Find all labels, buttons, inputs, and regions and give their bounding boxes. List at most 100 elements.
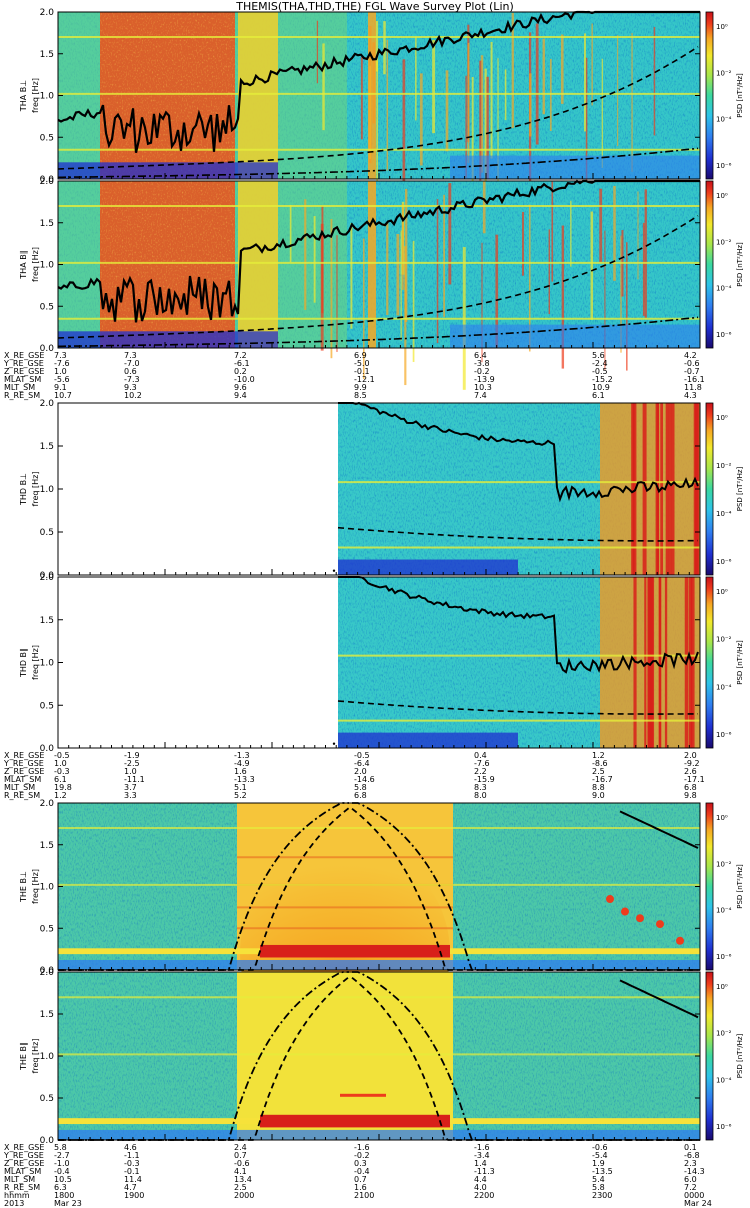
colorbar-tick-label: 10⁻⁴	[716, 907, 732, 915]
axis-ylabel: freq [Hz]	[31, 1039, 40, 1074]
spectral-line	[340, 1093, 386, 1097]
wave-burst	[548, 229, 550, 315]
ephemeris-value: -5.4	[592, 1151, 608, 1160]
ephemeris-label: MLT_SM	[4, 783, 36, 792]
wave-burst	[599, 188, 603, 263]
colorbar-tick-label: 10⁻²	[716, 636, 732, 644]
ephemeris-value: -1.6	[354, 1143, 370, 1152]
panel-id-label: THE B⊥	[19, 871, 28, 903]
ephemeris-value: 9.4	[234, 391, 247, 400]
axis-ylabel: freq [Hz]	[31, 645, 40, 680]
wave-burst	[644, 577, 647, 748]
wave-burst	[664, 577, 668, 748]
y-tick-label: 0.0	[40, 1136, 55, 1146]
colorbar	[705, 11, 714, 180]
ephemeris-value: 6.4	[474, 351, 487, 360]
ephemeris-value: -17.1	[684, 775, 705, 784]
wave-burst	[631, 32, 633, 172]
ephemeris-value: -5.6	[54, 375, 70, 384]
ephemeris-value: 0.4	[474, 751, 487, 760]
ephemeris-value: 9.6	[234, 383, 247, 392]
panel-id-label: THA B∥	[19, 250, 28, 279]
colorbar-label: PSD [nT²/Hz]	[736, 242, 744, 287]
ephemeris-value: 9.0	[592, 791, 605, 800]
ephemeris-value: -0.2	[474, 367, 490, 376]
y-tick-label: 2.0	[40, 8, 55, 18]
ephemeris-value: Mar 23	[54, 1199, 82, 1208]
ephemeris-value: -6.1	[234, 359, 250, 368]
y-tick-label: 0.0	[40, 175, 55, 185]
ephemeris-value: 6.8	[354, 791, 367, 800]
ephemeris-value: 1.6	[234, 767, 247, 776]
wave-burst	[693, 403, 696, 575]
ephemeris-value: 0.7	[354, 1175, 367, 1184]
ephemeris-value: -13.9	[474, 375, 495, 384]
colorbar-tick-label: 10⁰	[716, 983, 728, 991]
ephemeris-value: -2.5	[124, 759, 140, 768]
ephemeris-value: 0.7	[234, 1151, 247, 1160]
ephemeris-value: 9.3	[124, 383, 137, 392]
y-tick-label: 1.0	[40, 485, 55, 495]
ephemeris-value: -0.6	[234, 1159, 250, 1168]
wave-burst	[316, 20, 319, 84]
data-point	[332, 569, 336, 572]
wave-burst	[375, 20, 379, 72]
colorbar-tick-label: 10⁻⁴	[716, 510, 732, 518]
wave-burst	[528, 204, 531, 352]
ephemeris-label: MLAT_SM	[4, 775, 42, 784]
spectrogram-panel: 0.0 0.5 1.0 1.5 2.0 freq [Hz]THD B∥ 10⁰ 10⁻² 10⁻…	[19, 573, 744, 754]
half-gyrofrequency-curve	[57, 215, 699, 339]
axis-ylabel: freq [Hz]	[31, 247, 40, 282]
spectral-line-peak	[260, 1114, 450, 1128]
ephemeris-value: 19.8	[54, 783, 72, 792]
ephemeris-value: -2.7	[54, 1151, 70, 1160]
ephemeris-value: -1.9	[124, 751, 140, 760]
wave-burst	[432, 39, 436, 134]
ephemeris-value: 4.2	[684, 351, 697, 360]
ephemeris-value: 10.3	[474, 383, 492, 392]
ephemeris-value: 0000	[684, 1191, 705, 1200]
wave-burst	[360, 57, 363, 140]
wave-burst	[471, 76, 474, 203]
wave-burst	[585, 57, 588, 188]
y-tick-label: 0.0	[40, 344, 55, 354]
ephemeris-value: 10.5	[54, 1175, 72, 1184]
y-tick-label: 1.0	[40, 1052, 55, 1062]
low-power-band	[338, 559, 518, 575]
wave-burst	[304, 199, 307, 310]
colorbar-tick-label: 10⁻²	[716, 462, 732, 470]
ephemeris-value: 1.0	[54, 367, 67, 376]
wave-burst	[368, 12, 376, 179]
ephemeris-value: 5.8	[54, 1143, 67, 1152]
ephemeris-value: 6.1	[54, 775, 67, 784]
wave-burst	[486, 76, 489, 179]
gyrofrequency-curve	[619, 979, 699, 1019]
ephemeris-value: 4.1	[234, 1167, 247, 1176]
ephemeris-label: MLT_SM	[4, 383, 36, 392]
wave-burst	[396, 234, 400, 316]
wave-burst	[320, 223, 324, 351]
panel-id-label: THA B⊥	[19, 80, 28, 112]
y-tick-label: 0.0	[40, 744, 55, 754]
ephemeris-value: 7.2	[684, 1183, 697, 1192]
colorbar-label: PSD [nT²/Hz]	[736, 864, 744, 909]
ephemeris-value: 1900	[124, 1191, 145, 1200]
ephemeris-value: -0.5	[592, 367, 608, 376]
y-tick-label: 2.0	[40, 399, 55, 409]
ephemeris-value: 7.3	[124, 351, 137, 360]
wave-burst	[591, 23, 593, 106]
y-tick-label: 0.0	[40, 571, 55, 581]
wave-burst	[549, 58, 552, 131]
ephemeris-value: 8.5	[354, 391, 367, 400]
broadband-power-region	[238, 181, 278, 348]
wave-burst	[467, 42, 470, 164]
ephemeris-label: X_RE_GSE	[4, 1143, 45, 1152]
ephemeris-label: Z_RE_GSE	[4, 1159, 45, 1168]
ephemeris-value: 10.2	[124, 391, 142, 400]
wave-burst	[626, 242, 628, 371]
ephemeris-label: MLT_SM	[4, 1175, 36, 1184]
colorbar-label: PSD [nT²/Hz]	[736, 73, 744, 118]
wave-burst	[642, 403, 647, 575]
wave-burst	[376, 60, 378, 194]
ephemeris-value: -9.2	[684, 759, 700, 768]
